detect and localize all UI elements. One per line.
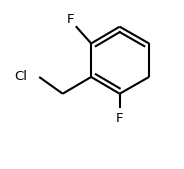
Text: F: F xyxy=(116,112,123,125)
Text: Cl: Cl xyxy=(15,70,27,83)
Text: F: F xyxy=(66,14,74,27)
